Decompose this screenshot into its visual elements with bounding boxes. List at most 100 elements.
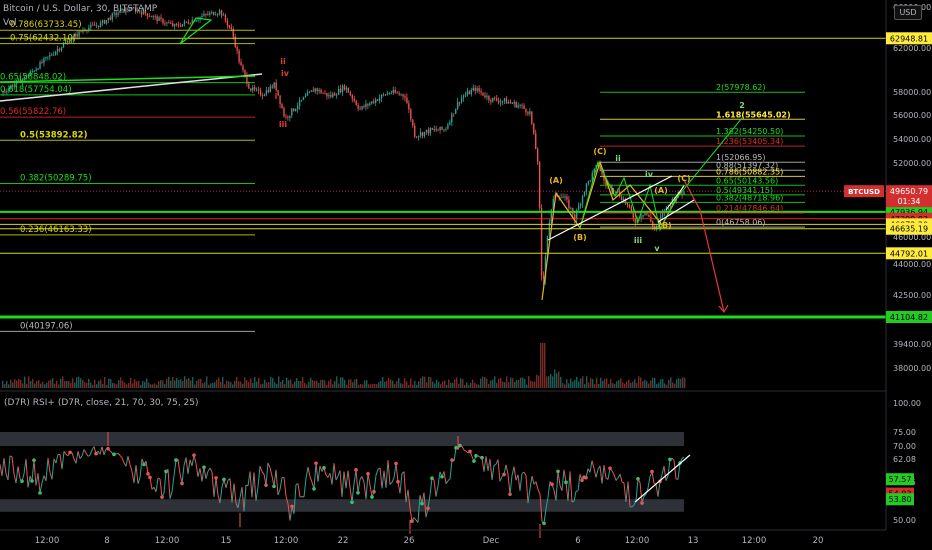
candle-body [296,106,299,109]
rsi-segment [483,456,487,472]
candle-body [597,164,599,166]
rsi-segment [565,482,569,501]
candle-body [82,30,84,32]
volume-bar [410,378,412,388]
rsi-segment [447,478,451,482]
candle-body [529,111,531,114]
volume-bar [308,381,310,388]
candle-body [216,13,219,15]
candle-body [367,103,369,106]
volume-bar [354,379,356,388]
volume-bar [278,376,280,388]
volume-bar [92,384,94,388]
rsi-segment [679,458,683,464]
candle-body [226,20,229,26]
volume-bar [374,383,376,388]
rsi-segment [173,460,177,476]
rsi-segment [171,475,175,492]
candle-body [349,92,352,96]
candle-body [86,30,88,32]
volume-bar [272,377,274,388]
candle-body [509,102,512,103]
channel-line [547,175,673,241]
volume-bar [392,380,394,388]
volume-bar [36,380,38,388]
volume-bar [130,377,132,388]
candle-body [99,22,102,27]
rsi-pane [0,390,886,538]
rsi-segment [71,452,75,459]
rsi-segment [381,470,385,489]
candle-body [496,98,498,101]
volume-bar [340,377,342,388]
volume-bar [536,374,538,388]
currency-button[interactable]: USD [894,5,922,20]
candle-body [181,24,184,27]
volume-bar [372,383,374,388]
volume-bar [604,378,606,388]
symbol-tag-box [844,185,884,198]
rsi-segment [177,459,181,474]
candle-body [90,24,92,28]
volume-bar [148,382,150,388]
candle-body [659,216,662,220]
volume-bar [494,376,496,388]
volume-bar [240,381,242,388]
volume-bar [584,384,586,388]
volume-bar [262,383,264,388]
volume-bar [678,378,680,388]
price-axis-tick: 62000.00 [893,44,931,53]
candle-body [480,91,482,93]
candle-body [166,22,168,24]
volume-bar [660,379,662,388]
rsi-segment [205,471,209,479]
wave-label: iii [279,120,287,129]
volume-bar [320,379,322,388]
volume-bar [290,379,292,388]
candle-body [622,198,625,201]
rsi-axis-tick: 70.00 [893,442,916,451]
candle-body [462,96,465,98]
candle-body [255,89,258,91]
volume-bar [482,376,484,388]
candle-body [503,98,506,101]
price-tag-label: 44792.01 [890,249,928,258]
rsi-segment [1,458,5,476]
candle-body [538,162,541,208]
volume-bar [338,383,340,388]
wave-label: iii [634,236,642,245]
volume-bar [84,382,86,388]
candle-body [209,12,211,15]
volume-bar [142,380,144,388]
volume-bar [298,380,300,388]
rsi-segment [601,464,605,484]
volume-bar [98,380,100,388]
candle-body [552,198,554,210]
volume-bar [228,381,230,388]
candle-body [345,87,348,90]
candle-body [271,86,273,88]
rsi-segment [267,462,271,468]
volume-bar [108,378,110,388]
rsi-band [0,499,684,512]
volume-bar [362,384,364,388]
volume-bar [192,377,194,388]
candle-body [390,92,392,94]
rsi-segment [527,488,531,504]
rsi-segment [223,479,227,488]
volume-bar [214,382,216,388]
volume-bar [48,380,50,388]
volume-bar [172,377,174,388]
rsi-segment [431,477,435,481]
time-axis-label: 26 [404,536,415,546]
volume-bar [506,376,508,388]
rsi-segment [185,457,189,474]
rsi-segment [303,478,307,498]
candle-body [667,205,670,207]
candle-body [576,210,578,219]
volume-bar [102,383,104,388]
candle-body [2,91,4,93]
volume-bar [572,381,574,388]
volume-bar [174,380,176,388]
